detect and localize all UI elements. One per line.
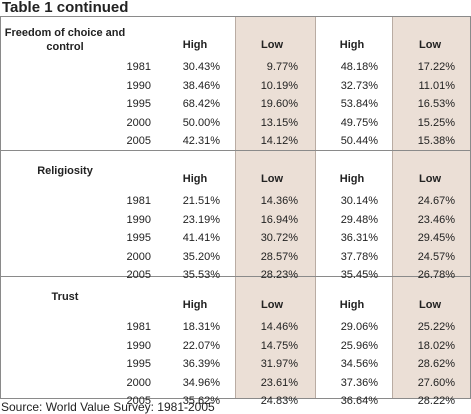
cell-value: 24.57% [417, 250, 455, 263]
year-label: 2000 [126, 116, 151, 129]
year-label: 1981 [126, 321, 151, 333]
cell-value: 23.46% [417, 213, 455, 226]
column-header: High [339, 39, 365, 51]
year-label: 1995 [126, 98, 151, 110]
cell-value: 14.75% [260, 339, 298, 352]
section-divider [0, 276, 471, 277]
cell-value: 14.12% [260, 135, 298, 147]
cell-value: 23.61% [260, 376, 298, 389]
shaded-column [392, 16, 471, 399]
column-header: High [182, 299, 208, 311]
cell-value: 37.36% [340, 376, 378, 389]
column-header: High [339, 299, 365, 311]
cell-value: 18.02% [417, 339, 455, 352]
cell-value: 28.62% [417, 358, 455, 370]
cell-value: 68.42% [182, 98, 220, 110]
year-label: 1981 [126, 195, 151, 207]
section-label: Trust [51, 291, 79, 303]
year-label: 1981 [126, 61, 151, 73]
cell-value: 17.22% [417, 61, 455, 73]
cell-value: 31.97% [260, 358, 298, 370]
cell-value: 50.44% [340, 135, 378, 147]
cell-value: 25.22% [417, 321, 455, 333]
year-label: 2005 [126, 135, 151, 147]
cell-value: 10.19% [260, 79, 298, 92]
column-header: Low [419, 39, 441, 51]
cell-value: 21.51% [182, 195, 220, 207]
section-label: Religiosity [37, 165, 93, 177]
cell-value: 14.36% [260, 195, 298, 207]
year-label: 1990 [126, 79, 151, 92]
source-note: Source: World Value Survey: 1981-2005 [1, 400, 215, 414]
cell-value: 48.18% [340, 61, 378, 73]
cell-value: 24.67% [417, 195, 455, 207]
cell-value: 38.46% [182, 79, 220, 92]
year-label: 2005 [126, 395, 151, 407]
cell-value: 30.43% [182, 61, 220, 73]
cell-value: 16.94% [260, 213, 298, 226]
cell-value: 11.01% [418, 79, 456, 92]
column-header: Low [261, 39, 283, 51]
cell-value: 36.39% [182, 358, 220, 370]
cell-value: 28.57% [260, 250, 298, 263]
column-header: High [182, 173, 208, 185]
cell-value: 15.25% [417, 116, 455, 129]
cell-value: 35.20% [182, 250, 220, 263]
cell-value: 34.96% [182, 376, 220, 389]
year-label: 1995 [126, 232, 151, 244]
year-label: 1990 [126, 339, 151, 352]
cell-value: 27.60% [417, 376, 455, 389]
cell-value: 22.07% [182, 339, 220, 352]
cell-value: 41.41% [182, 232, 220, 244]
cell-value: 53.84% [340, 98, 378, 110]
cell-value: 24.83% [260, 395, 298, 407]
cell-value: 36.31% [340, 232, 378, 244]
cell-value: 30.72% [260, 232, 298, 244]
cell-value: 35.62% [182, 395, 220, 407]
cell-value: 34.56% [340, 358, 378, 370]
cell-value: 49.75% [340, 116, 378, 129]
column-header: Low [419, 173, 441, 185]
cell-value: 28.22% [417, 395, 455, 407]
cell-value: 37.78% [340, 250, 378, 263]
year-label: 2005 [126, 269, 151, 281]
cell-value: 50.00% [182, 116, 220, 129]
cell-value: 18.31% [182, 321, 220, 333]
column-header: Low [261, 173, 283, 185]
column-header: Low [261, 299, 283, 311]
cell-value: 16.53% [417, 98, 455, 110]
column-header: Low [419, 299, 441, 311]
cell-value: 32.73% [340, 79, 378, 92]
cell-value: 29.06% [340, 321, 378, 333]
cell-value: 30.14% [340, 195, 378, 207]
cell-value: 23.19% [182, 213, 220, 226]
year-label: 1995 [126, 358, 151, 370]
cell-value: 35.45% [340, 269, 378, 281]
year-label: 1990 [126, 213, 151, 226]
column-header: High [339, 173, 365, 185]
cell-value: 14.46% [260, 321, 298, 333]
table-border [0, 16, 471, 399]
cell-value: 29.45% [417, 232, 455, 244]
year-label: 2000 [126, 250, 151, 263]
shaded-column [235, 16, 316, 399]
cell-value: 29.48% [340, 213, 378, 226]
section-divider [0, 150, 471, 151]
year-label: 2000 [126, 376, 151, 389]
cell-value: 9.77% [266, 61, 298, 73]
table-title: Table 1 continued [2, 0, 129, 16]
cell-value: 36.64% [340, 395, 378, 407]
cell-value: 35.53% [182, 269, 220, 281]
cell-value: 28.23% [260, 269, 298, 281]
column-header: High [182, 39, 208, 51]
cell-value: 15.38% [417, 135, 455, 147]
cell-value: 13.15% [260, 116, 298, 129]
cell-value: 26.78% [417, 269, 455, 281]
cell-value: 42.31% [182, 135, 220, 147]
section-label: Freedom of choice and control [4, 27, 126, 53]
cell-value: 19.60% [260, 98, 298, 110]
cell-value: 25.96% [340, 339, 378, 352]
